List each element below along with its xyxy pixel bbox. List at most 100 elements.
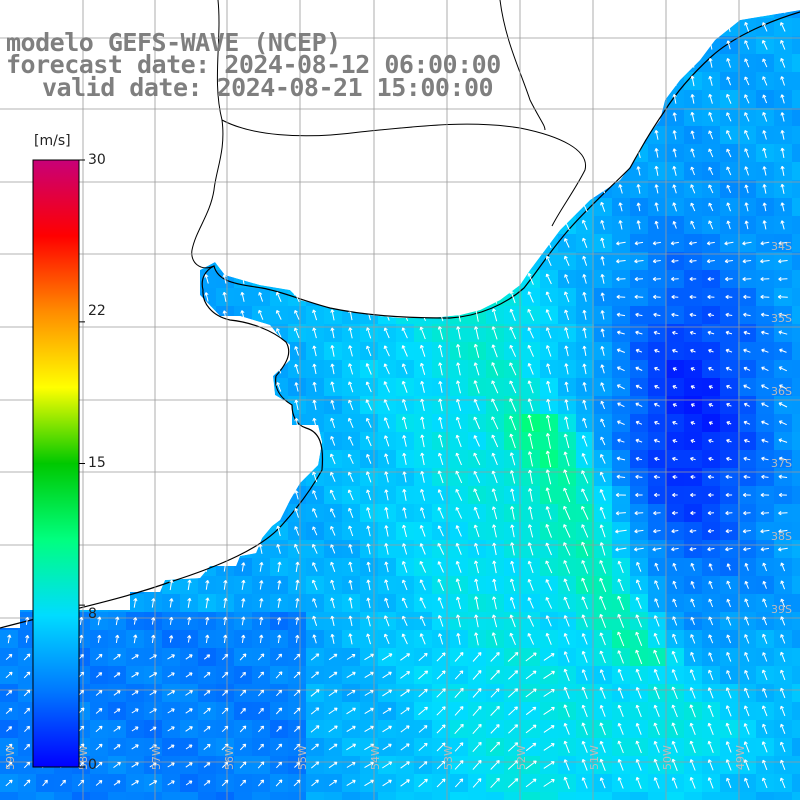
wind-arrow [743,759,750,771]
wind-arrow [654,184,659,194]
wind-arrow [527,344,534,357]
wind-arrow [689,669,696,681]
wind-arrow [437,542,445,555]
wind-arrow [258,743,264,751]
wind-arrow [525,688,537,698]
wind-arrow [617,704,624,717]
wind-arrow [277,597,282,608]
wind-arrow [761,366,769,372]
wind-arrow [222,274,227,284]
wind-arrow [635,330,643,335]
wind-arrow [581,777,588,789]
field-cell [180,792,199,800]
wind-arrow [310,707,320,715]
field-cell [630,792,649,800]
wind-arrow [293,743,301,751]
wind-arrow [330,597,335,609]
wind-arrow [348,435,354,446]
wind-arrow [185,690,193,696]
wind-arrow [780,705,786,717]
wind-arrow [615,511,626,516]
wind-arrow [564,238,570,248]
wind-arrow [707,704,714,718]
wind-arrow [240,291,245,302]
longitude-label: 50W [661,745,674,770]
wind-arrow [744,94,750,104]
wind-arrow [185,780,193,786]
wind-arrow [599,704,606,717]
wind-arrow [348,399,354,411]
wind-arrow [581,488,589,502]
wind-arrow [510,524,515,538]
wind-arrow [474,578,479,592]
wind-arrow [545,506,552,520]
wind-arrow [365,399,372,411]
wind-arrow [364,779,374,787]
wind-arrow [455,560,462,573]
wind-arrow [510,488,515,502]
wind-arrow [295,616,300,625]
wind-arrow [617,722,624,735]
wind-arrow [617,613,625,628]
wind-arrow [599,686,606,699]
wind-arrow [472,705,482,717]
wind-arrow [654,348,660,353]
wind-arrow [491,452,498,466]
wind-arrow [690,367,696,372]
wind-arrow [527,380,534,394]
wind-arrow [527,432,534,449]
wind-arrow [473,435,480,447]
wind-arrow [384,561,389,573]
wind-arrow [113,708,121,714]
wind-arrow [708,438,714,444]
wind-arrow [492,560,497,574]
wind-arrow [401,380,408,393]
wind-arrow [456,398,462,411]
wind-arrow [330,436,336,446]
wind-arrow [346,654,356,660]
wind-arrow [563,759,570,771]
wind-arrow [599,632,606,646]
wind-arrow [761,438,769,443]
wind-arrow [581,596,588,610]
wind-arrow [240,671,246,679]
wind-arrow [509,344,517,357]
wind-arrow [149,780,158,786]
wind-arrow [437,489,444,501]
wind-arrow [382,761,393,769]
longitude-label: 59W [4,745,17,770]
wind-arrow [221,707,229,715]
wind-arrow [690,439,696,444]
wind-arrow [726,112,732,122]
wind-arrow [708,652,714,662]
wind-arrow [454,723,464,735]
wind-arrow [726,777,732,789]
wind-arrow [652,259,661,264]
wind-arrow [671,650,678,663]
wind-arrow [581,686,588,700]
wind-arrow [259,616,264,625]
wind-arrow [312,562,318,572]
wind-arrow [545,542,552,556]
wind-arrow [419,326,426,340]
wind-arrow [690,651,696,662]
wind-arrow [490,724,500,734]
wind-arrow [419,344,426,357]
wind-arrow [762,184,767,194]
wind-arrow [599,542,606,556]
wind-arrow [276,653,283,661]
wind-arrow [293,779,301,787]
wind-arrow [455,488,463,501]
wind-arrow [312,363,317,375]
field-cell [774,10,793,19]
wind-arrow [328,653,338,661]
wind-arrow [365,363,372,375]
wind-arrow [689,722,696,735]
wind-arrow [509,614,516,628]
wind-arrow [780,669,786,681]
wind-arrow [671,529,679,534]
wind-arrow [347,471,354,483]
wind-arrow [761,474,769,479]
wind-arrow [780,165,785,176]
